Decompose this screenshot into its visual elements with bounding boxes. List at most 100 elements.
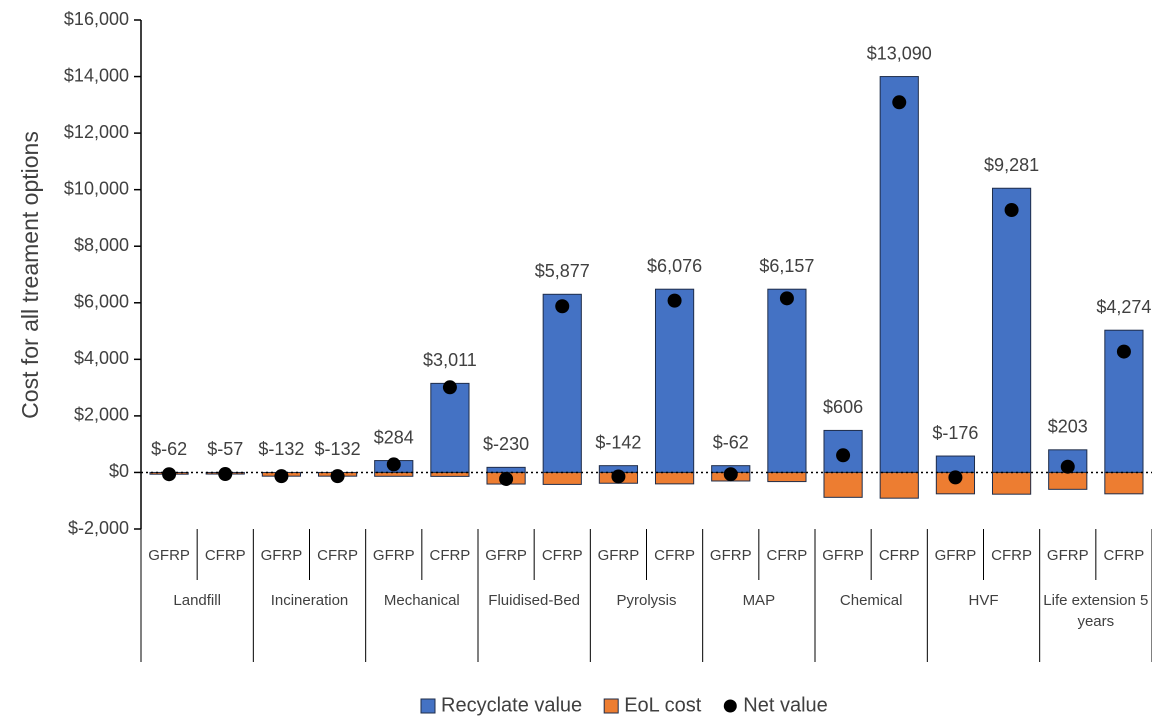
data-label: $-62 [151, 439, 187, 459]
net-value-dot [386, 457, 401, 472]
y-axis-label: Cost for all treament options [17, 131, 43, 419]
bar-segment [542, 293, 582, 473]
y-tick-label: $-2,000 [68, 518, 129, 538]
data-label: $-176 [932, 423, 978, 443]
y-tick-label: $6,000 [74, 292, 129, 312]
net-value-dot [723, 467, 738, 482]
bar-segment [935, 455, 976, 473]
net-value-dot [442, 380, 457, 395]
x-tick-label: CFRP [542, 547, 583, 564]
net-value-dot [218, 467, 233, 482]
group-label: MAP [742, 592, 776, 609]
net-value-dot [892, 95, 907, 110]
bar-segment [1104, 471, 1144, 495]
data-label: $284 [374, 427, 414, 447]
x-tick-label: CFRP [991, 547, 1032, 564]
net-value-dot [274, 469, 289, 484]
net-value-dot [948, 470, 963, 485]
bar-segment [542, 471, 582, 485]
bar-segment [767, 288, 807, 473]
net-value-dot [667, 293, 682, 308]
bar-segment [430, 471, 470, 477]
y-tick-label: $10,000 [64, 178, 129, 198]
legend-swatch [603, 698, 619, 714]
bar-segment [991, 471, 1032, 495]
x-tick-label: GFRP [935, 547, 977, 564]
x-tick-label: GFRP [148, 547, 190, 564]
group-label: Pyrolysis [616, 592, 677, 609]
x-tick-label: GFRP [822, 547, 864, 564]
legend-label: Recyclate value [441, 694, 582, 716]
group-label: Mechanical [383, 592, 460, 609]
bar-segment [374, 471, 414, 477]
y-tick-label: $16,000 [64, 9, 129, 29]
data-label: $4,274 [1096, 297, 1151, 317]
data-label: $-62 [713, 432, 749, 452]
group-label: Life extension 5 years [1043, 592, 1149, 630]
data-label: $13,090 [867, 43, 932, 63]
x-tick-label: CFRP [429, 547, 470, 564]
data-label: $-57 [207, 439, 243, 459]
group-label: Chemical [839, 592, 903, 609]
x-tick-label: GFRP [710, 547, 752, 564]
group-label: Landfill [173, 592, 221, 609]
data-label: $-132 [258, 439, 304, 459]
data-label: $3,011 [423, 350, 477, 370]
legend-label: EoL cost [624, 694, 702, 716]
bar-segment [991, 187, 1032, 473]
x-tick-label: CFRP [1103, 547, 1144, 564]
data-label: $5,877 [535, 261, 590, 281]
data-label: $-142 [595, 432, 641, 452]
group-label: Fluidised-Bed [488, 592, 581, 609]
legend-marker [723, 699, 737, 713]
bar-segment [654, 471, 695, 485]
bar-segment [430, 382, 470, 473]
x-tick-label: CFRP [879, 547, 920, 564]
net-value-dot [1004, 202, 1019, 217]
y-tick-label: $4,000 [74, 348, 129, 368]
x-tick-label: CFRP [654, 547, 695, 564]
group-label: HVF [968, 592, 999, 609]
net-value-dot [611, 469, 626, 484]
data-label: $-230 [483, 434, 529, 454]
x-tick-label: GFRP [261, 547, 303, 564]
net-value-dot [499, 471, 514, 486]
y-tick-label: $8,000 [74, 235, 129, 255]
net-value-dot [1060, 459, 1075, 474]
net-value-dot [162, 467, 177, 482]
data-label: $606 [823, 397, 863, 417]
bar-segment [767, 471, 807, 483]
y-tick-label: $14,000 [64, 65, 129, 85]
x-tick-label: GFRP [1047, 547, 1089, 564]
legend-swatch [420, 698, 436, 714]
data-label: $6,076 [647, 256, 702, 276]
x-tick-label: GFRP [373, 547, 415, 564]
bar-segment [654, 288, 695, 473]
x-tick-label: GFRP [598, 547, 640, 564]
data-label: $9,281 [984, 155, 1039, 175]
data-label: $6,157 [759, 256, 814, 276]
x-tick-label: GFRP [485, 547, 527, 564]
net-value-dot [555, 299, 570, 314]
bar-segment [823, 471, 863, 498]
data-label: $-132 [315, 439, 361, 459]
bar-segment [879, 471, 919, 499]
y-tick-label: $2,000 [74, 405, 129, 425]
net-value-dot [836, 448, 851, 463]
x-tick-label: CFRP [205, 547, 246, 564]
bar-segment [1048, 471, 1088, 490]
bar-segment [486, 466, 526, 473]
y-tick-label: $0 [109, 461, 129, 481]
y-tick-label: $12,000 [64, 122, 129, 142]
net-value-dot [779, 291, 794, 306]
legend-label: Net value [743, 694, 828, 716]
x-tick-label: CFRP [317, 547, 358, 564]
bar-segment [879, 76, 919, 473]
group-label: Incineration [270, 592, 349, 609]
x-tick-label: CFRP [766, 547, 807, 564]
net-value-dot [330, 469, 345, 484]
net-value-dot [1116, 344, 1131, 359]
data-label: $203 [1048, 417, 1088, 437]
